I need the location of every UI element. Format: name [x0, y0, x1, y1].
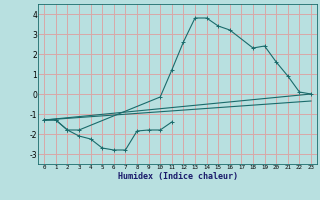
- X-axis label: Humidex (Indice chaleur): Humidex (Indice chaleur): [118, 172, 238, 181]
